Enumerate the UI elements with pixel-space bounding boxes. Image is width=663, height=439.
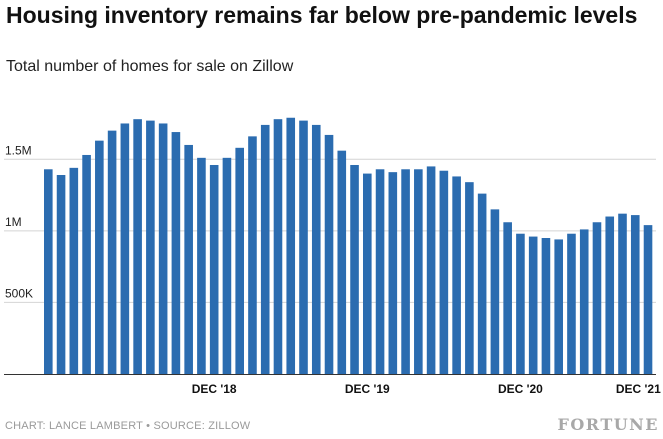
bar: [222, 157, 232, 374]
bar: [630, 215, 640, 374]
bar: [414, 169, 423, 374]
bar: [618, 213, 627, 374]
bar: [260, 124, 270, 374]
bar: [184, 144, 193, 374]
bar: [363, 173, 372, 374]
bar: [56, 175, 66, 374]
bar: [209, 164, 219, 374]
y-tick-label: 1.5M: [5, 143, 32, 157]
bar: [579, 229, 589, 374]
bar: [401, 169, 410, 374]
bar: [248, 136, 257, 374]
bar: [171, 132, 181, 374]
x-tick-label: DEC '20: [498, 382, 543, 396]
bar: [426, 166, 436, 374]
bar-chart: 500K 1M 1.5M DEC '18 DEC '19 DEC '20 DEC '21: [4, 117, 661, 396]
y-tick-labels: 500K 1M 1.5M: [5, 143, 33, 300]
bar: [516, 233, 525, 374]
bar: [120, 123, 130, 374]
bar: [273, 119, 283, 375]
bar: [465, 182, 474, 374]
chart-subtitle: Total number of homes for sale on Zillow: [6, 58, 294, 75]
x-tick-labels: DEC '18 DEC '19 DEC '20 DEC '21: [192, 382, 661, 396]
bar: [107, 130, 117, 374]
bar: [503, 222, 512, 374]
bar: [286, 117, 296, 374]
bar: [452, 176, 461, 374]
x-tick-label: DEC '21: [616, 382, 661, 396]
bar: [439, 170, 449, 374]
bar: [643, 225, 653, 374]
y-tick-label: 500K: [5, 286, 33, 300]
bar: [592, 222, 602, 374]
bar: [350, 164, 359, 374]
bars: [44, 117, 653, 375]
bar: [235, 147, 244, 374]
bar: [605, 216, 615, 374]
bar: [388, 172, 398, 374]
bar: [477, 193, 487, 374]
chart-title: Housing inventory remains far below pre-…: [6, 2, 638, 28]
bar: [375, 169, 385, 374]
bar: [299, 120, 308, 374]
bar: [567, 233, 576, 374]
x-tick-label: DEC '18: [192, 382, 237, 396]
bar: [44, 169, 53, 374]
bar: [311, 124, 321, 374]
bar: [197, 157, 206, 374]
bar: [133, 119, 142, 375]
bar: [95, 140, 104, 374]
bar: [541, 238, 551, 374]
x-tick-label: DEC '19: [345, 382, 390, 396]
bar: [158, 123, 168, 374]
source-credit: CHART: LANCE LAMBERT • SOURCE: ZILLOW: [5, 420, 251, 432]
bar: [337, 150, 347, 374]
brand-logo: FORTUNE: [557, 415, 659, 434]
bar: [69, 167, 79, 374]
bar: [324, 134, 334, 374]
bar: [490, 209, 500, 374]
bar: [146, 120, 155, 374]
bar: [554, 239, 563, 374]
bar: [82, 154, 91, 374]
y-tick-label: 1M: [5, 215, 22, 229]
bar: [528, 236, 538, 374]
